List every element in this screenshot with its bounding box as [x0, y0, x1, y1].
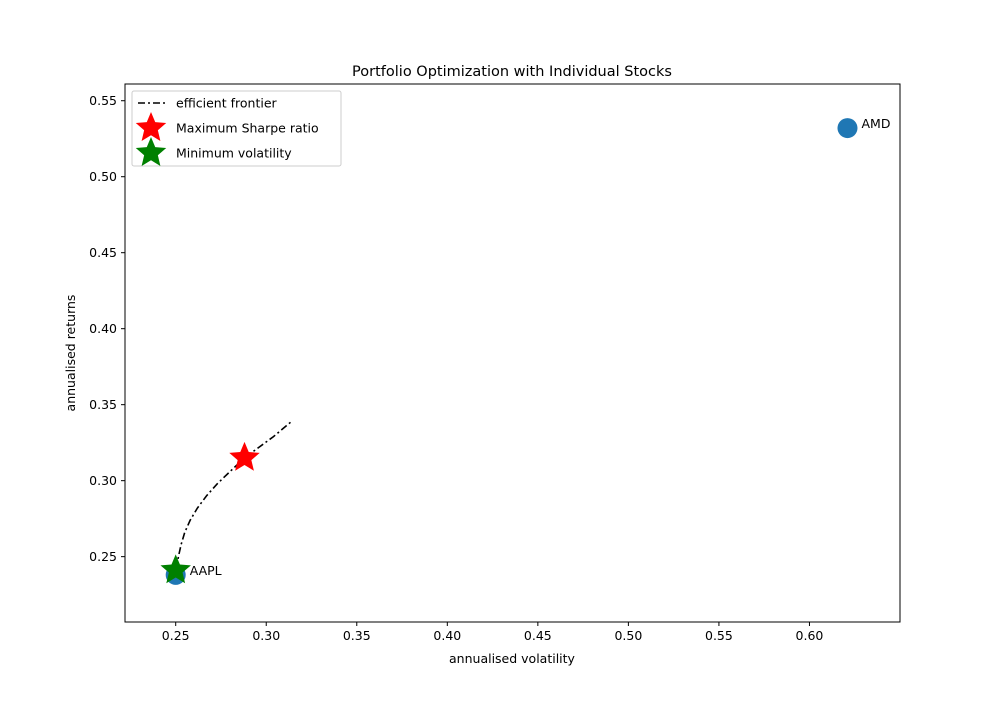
legend-frontier-label: efficient frontier: [176, 96, 278, 111]
y-tick-label: 0.25: [89, 549, 117, 564]
y-tick-label: 0.40: [89, 321, 117, 336]
x-axis-label: annualised volatility: [449, 651, 576, 666]
x-tick-label: 0.40: [433, 628, 461, 643]
legend-min-volatility-label: Minimum volatility: [176, 146, 292, 161]
legend-max-sharpe-label: Maximum Sharpe ratio: [176, 121, 319, 136]
min-volatility-star: [160, 554, 191, 584]
x-tick-label: 0.30: [252, 628, 280, 643]
y-tick-label: 0.50: [89, 169, 117, 184]
stock-label-aapl: AAPL: [190, 563, 222, 578]
plot-area: [124, 83, 901, 623]
plot-frame: [124, 83, 901, 623]
legend-min-volatility-star: [135, 137, 167, 166]
stock-label-amd: AMD: [861, 116, 890, 131]
chart-title: Portfolio Optimization with Individual S…: [352, 64, 672, 80]
y-axis-ticks: 0.25 0.30 0.35 0.40 0.45 0.50 0.55: [89, 93, 125, 564]
y-tick-label: 0.45: [89, 245, 117, 260]
x-tick-label: 0.50: [614, 628, 642, 643]
x-tick-label: 0.60: [796, 628, 824, 643]
x-tick-label: 0.25: [162, 628, 190, 643]
y-tick-label: 0.30: [89, 473, 117, 488]
x-axis-ticks: 0.25 0.30 0.35 0.40 0.45 0.50 0.55 0.60: [162, 622, 824, 643]
y-tick-label: 0.35: [89, 397, 117, 412]
legend-max-sharpe-star: [135, 112, 167, 141]
legend: efficient frontier Maximum Sharpe ratio …: [131, 90, 342, 167]
y-axis-label: annualised returns: [63, 295, 78, 412]
stock-point-amd: [837, 118, 858, 139]
max-sharpe-star: [229, 441, 260, 471]
legend-frame: [131, 90, 342, 167]
series-layer: AMD AAPL: [160, 116, 890, 585]
x-tick-label: 0.35: [343, 628, 371, 643]
x-tick-label: 0.45: [524, 628, 552, 643]
y-tick-label: 0.55: [89, 93, 117, 108]
efficient-frontier-line: [175, 420, 293, 569]
x-tick-label: 0.55: [705, 628, 733, 643]
